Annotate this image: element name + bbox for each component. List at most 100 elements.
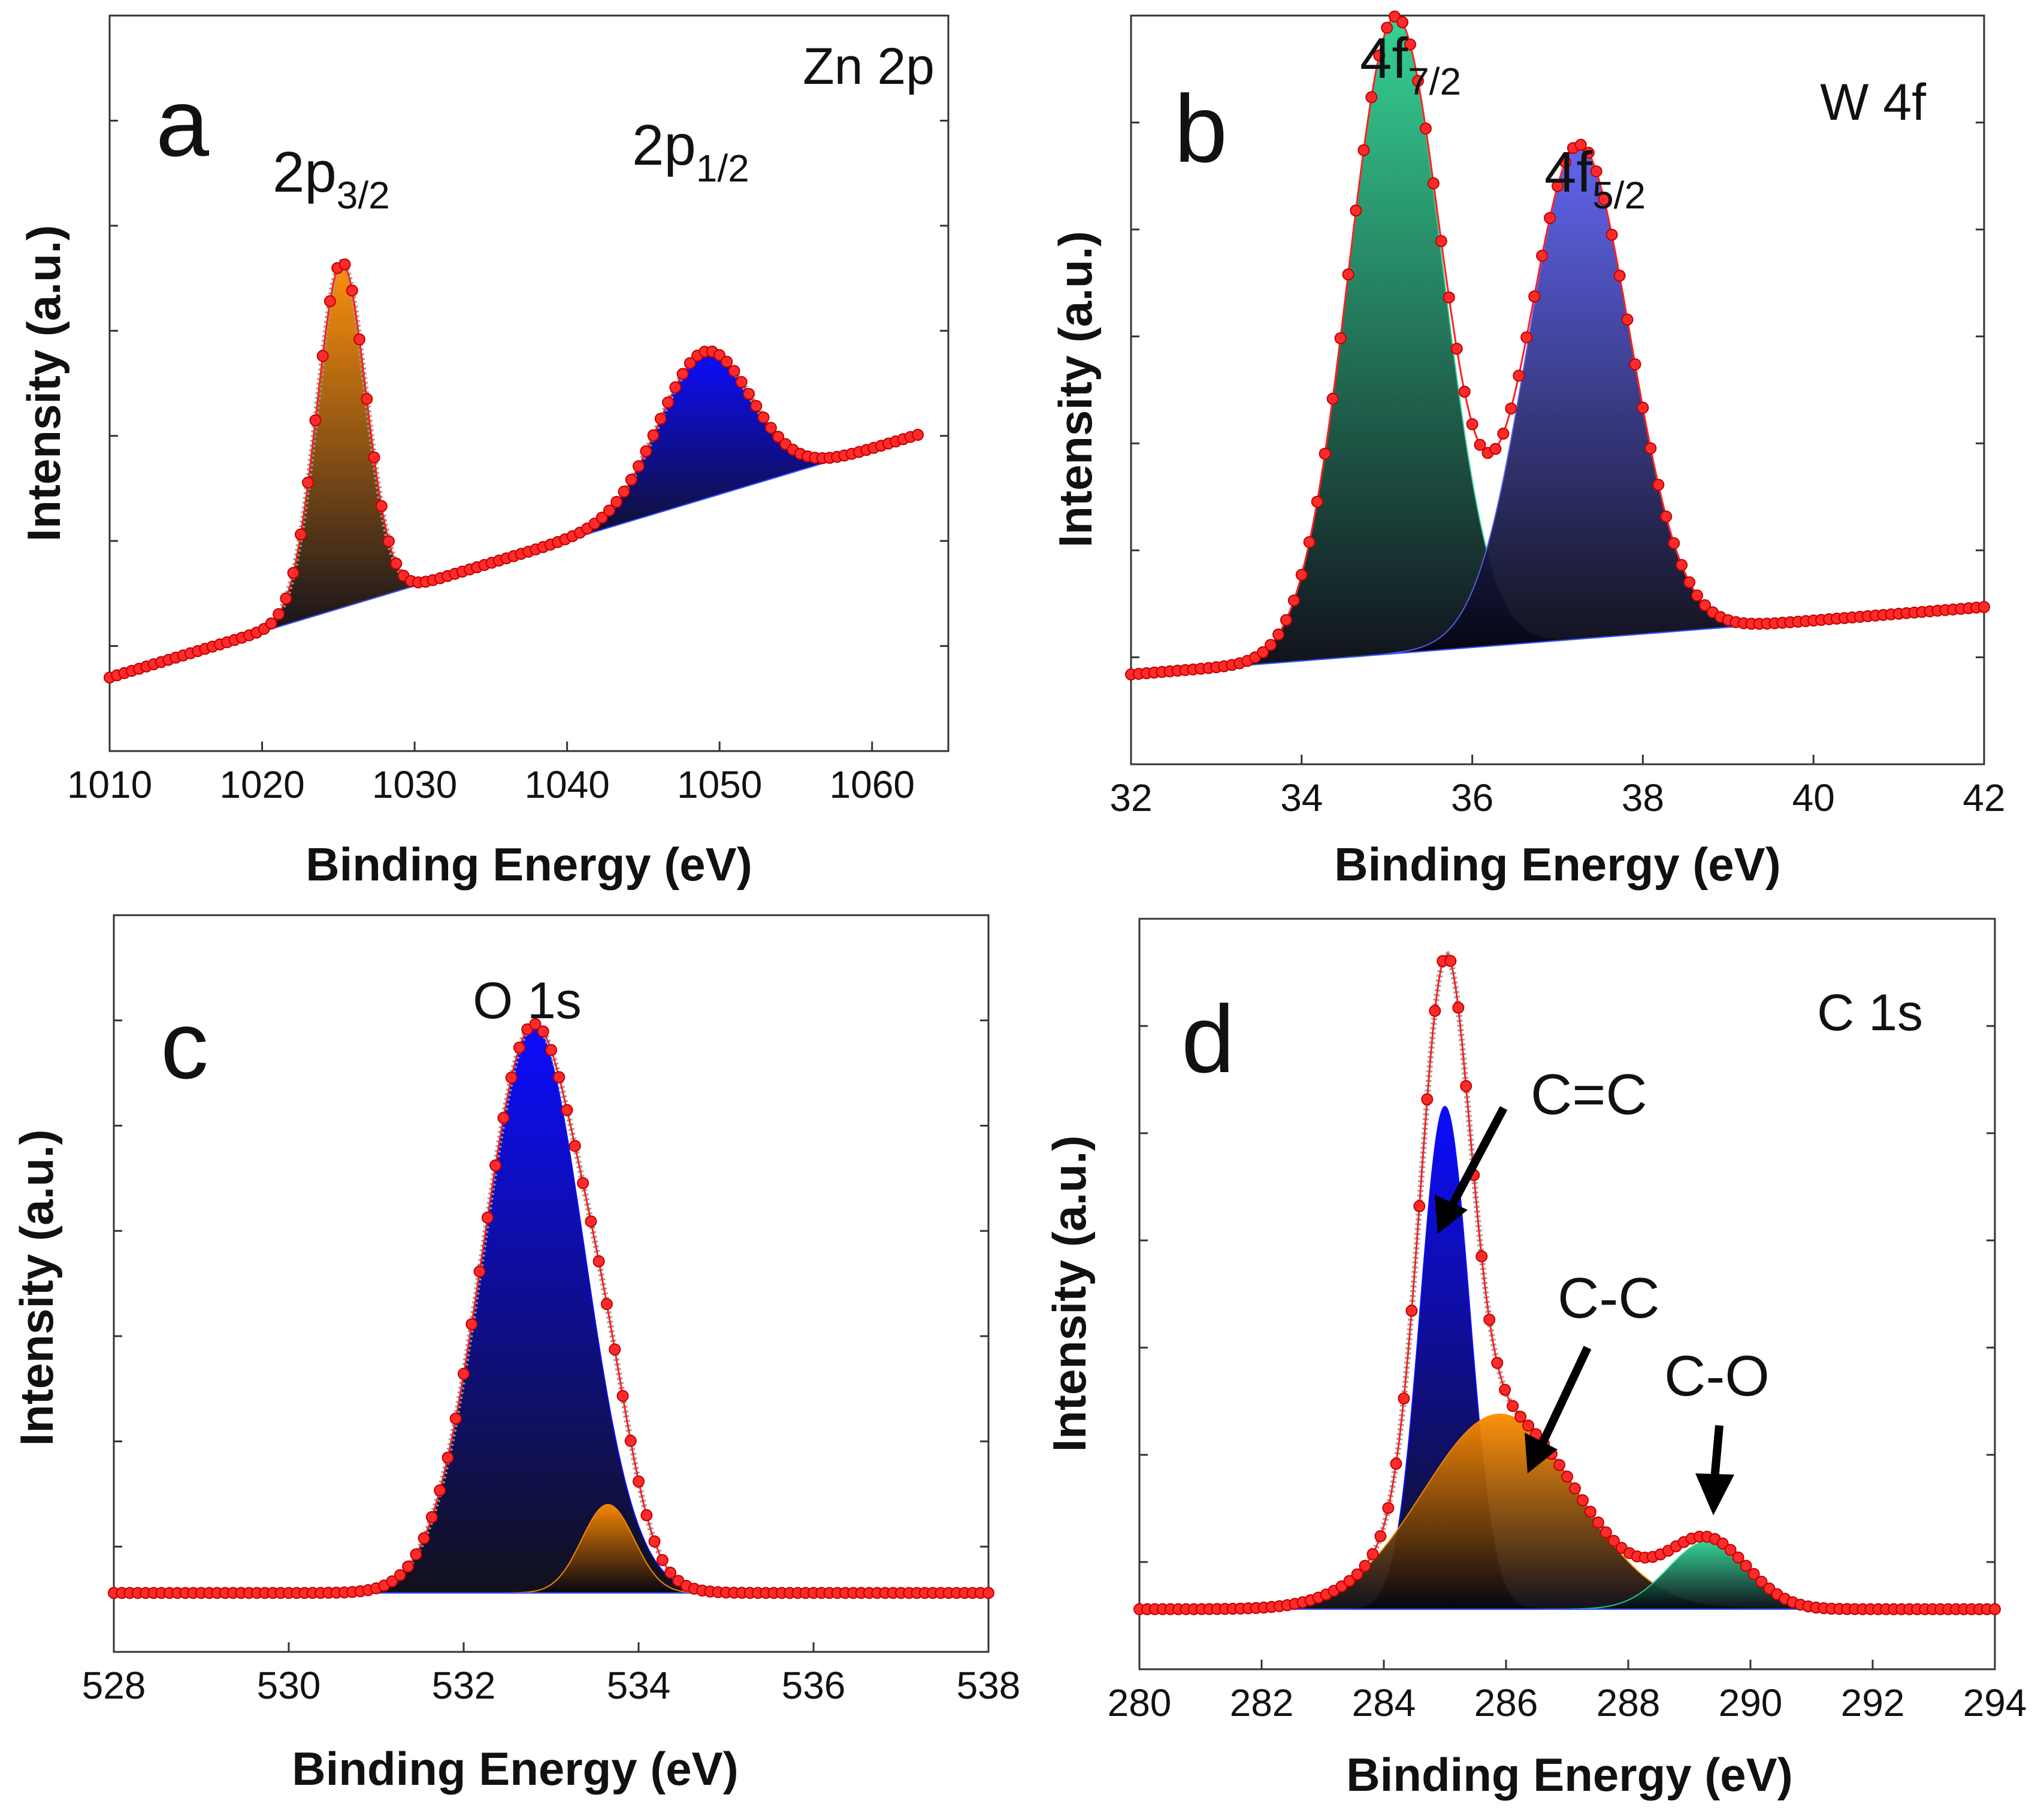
fit-series: [1125, 10, 1990, 680]
fit-point: [1569, 1482, 1581, 1495]
fit-point: [1474, 438, 1486, 451]
panel-letter: b: [1174, 75, 1227, 182]
fit-point: [1405, 1304, 1418, 1317]
fit-point: [1553, 1459, 1565, 1471]
fit-point: [1350, 204, 1362, 217]
fit-point: [316, 350, 329, 362]
fit-point: [1489, 443, 1502, 455]
x-tick-labels: 280 282 284 286 288 290 292 294: [1108, 1025, 2027, 1724]
fit-point: [618, 485, 630, 498]
fit-point: [1257, 646, 1269, 658]
x-tick-label: 1010: [67, 763, 152, 806]
fit-point: [1429, 1004, 1441, 1017]
fit-point: [1272, 628, 1284, 641]
y-axis-label: Intensity (a.u.): [17, 225, 70, 542]
fit-point: [669, 381, 682, 394]
x-tick-label: 294: [1963, 1681, 2027, 1724]
peak-label-c-c: C-C: [1558, 1266, 1660, 1330]
fit-point: [616, 1390, 629, 1402]
x-tick-label: 290: [1719, 1681, 1783, 1724]
fit-point: [1740, 1560, 1752, 1572]
fit-point: [386, 1575, 398, 1588]
fit-point: [743, 388, 755, 400]
panel-a: 1010 1020 1030 1040 1050 1060 a Zn 2p Binding…: [17, 14, 950, 891]
fit-point: [664, 1566, 677, 1579]
fit-point: [1676, 559, 1688, 571]
fit-point: [982, 1587, 994, 1599]
panel-title: O 1s: [473, 972, 582, 1030]
fit-point: [1644, 442, 1657, 455]
peak-label-sub: 3/2: [337, 174, 390, 217]
fit-point: [1483, 1313, 1496, 1326]
fit-point: [489, 1159, 502, 1172]
fit-point: [1691, 589, 1703, 602]
fit-series: [1133, 951, 2001, 1615]
fit-point: [287, 567, 300, 579]
fit-point: [569, 1140, 581, 1152]
x-tick-label: 32: [1109, 776, 1152, 819]
x-tick-label: 1020: [219, 763, 304, 806]
x-tick-label: 528: [82, 1664, 146, 1707]
fit-point: [418, 1532, 430, 1545]
peak-label: 2p3/2: [273, 140, 390, 217]
fit-point: [309, 414, 322, 426]
fit-point: [1514, 1411, 1527, 1423]
peak-label-sub: 1/2: [696, 147, 749, 190]
x-tick-label: 40: [1792, 776, 1835, 819]
fit-point: [1475, 1250, 1488, 1263]
panel-title: Zn 2p: [803, 38, 935, 95]
fit-point: [1747, 1568, 1760, 1580]
peak-label-c-c-double: C=C: [1531, 1063, 1647, 1127]
fit-point: [1419, 122, 1432, 135]
peak-label-main: 4f: [1360, 26, 1408, 90]
x-axis-label: Binding Energy (eV): [1346, 1748, 1792, 1801]
fit-point: [1629, 358, 1641, 371]
x-tick-label: 292: [1841, 1681, 1905, 1724]
peak-label-main: 4f: [1544, 140, 1592, 204]
fit-point: [1499, 1384, 1511, 1396]
fit-point: [1544, 212, 1556, 224]
fit-point: [1435, 235, 1447, 247]
x-tick-label: 280: [1108, 1681, 1172, 1724]
fit-point: [458, 1367, 470, 1380]
fit-point: [481, 1212, 494, 1224]
fit-point: [1452, 1001, 1465, 1014]
fit-point: [465, 1318, 478, 1330]
x-tick-label: 42: [1963, 776, 2005, 819]
x-tick-label: 38: [1622, 776, 1664, 819]
fit-point: [585, 1215, 597, 1228]
x-tick-labels: 528 530 532 534 536 538: [82, 1019, 1020, 1707]
fit-point: [1621, 313, 1634, 326]
fit-point: [1491, 1357, 1504, 1369]
fit-point: [713, 349, 725, 361]
panel-title: W 4f: [1820, 74, 1927, 131]
plot-frame: [1138, 918, 1996, 1670]
fit-point: [1295, 568, 1308, 581]
fit-point: [1607, 1534, 1620, 1547]
fit-point: [1755, 1575, 1768, 1588]
fit-point: [676, 368, 689, 380]
fit-point: [624, 1434, 637, 1447]
peak-label-main: 2p: [632, 113, 696, 177]
x-tick-label: 532: [432, 1664, 496, 1707]
fit-point: [473, 1265, 486, 1278]
fit-point: [1343, 1575, 1356, 1587]
fit-point: [1577, 1494, 1589, 1506]
fit-point: [1359, 1560, 1371, 1572]
y-axis-label: Intensity (a.u.): [10, 1130, 63, 1446]
fit-point: [1724, 1543, 1737, 1556]
y-axis-label: Intensity (a.u.): [1043, 1136, 1096, 1452]
peak-fills: [114, 1025, 988, 1594]
x-axis-label: Binding Energy (eV): [292, 1742, 738, 1795]
fit-point: [1373, 49, 1386, 62]
panel-letter: c: [161, 991, 208, 1098]
fit-point: [1396, 16, 1409, 29]
fit-point: [353, 333, 365, 346]
fit-point: [1311, 495, 1323, 508]
fit-point: [1590, 165, 1602, 178]
fit-point: [553, 1071, 566, 1083]
fit-point: [1427, 177, 1440, 190]
fit-point: [1287, 594, 1300, 607]
x-tick-label: 1060: [830, 763, 915, 806]
fit-point: [280, 592, 292, 605]
